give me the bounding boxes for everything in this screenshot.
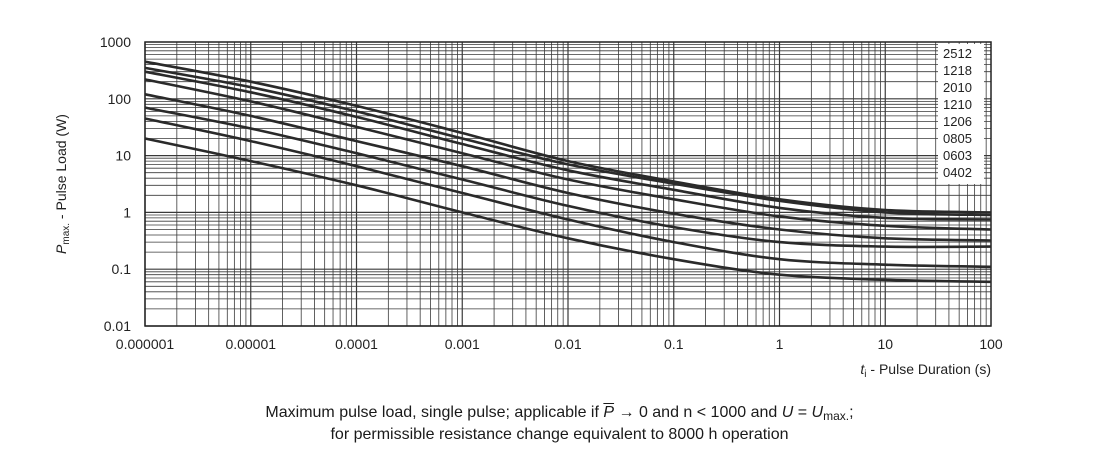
x-tick-label: 0.00001 (225, 336, 276, 352)
y-tick-label: 10 (115, 148, 131, 164)
caption-text-end: ; (849, 404, 854, 421)
x-tick-label: 1 (776, 336, 784, 352)
legend-item-2512: 2512 (943, 46, 972, 61)
x-axis-subscript: i (864, 369, 866, 380)
y-tick-label: 1000 (100, 34, 131, 50)
caption-text-mid: → 0 and n < 1000 and (614, 404, 782, 421)
legend-box (938, 44, 984, 184)
y-tick-label: 0.01 (104, 318, 131, 334)
legend-item-0402: 0402 (943, 165, 972, 180)
caption-u-symbol: U (781, 404, 794, 421)
series-line-2512 (144, 60, 992, 214)
legend: 2512 1218 2010 1210 1206 0805 0603 0402 (938, 44, 984, 184)
x-tick-label: 10 (877, 336, 893, 352)
series-line-1206 (144, 93, 992, 242)
y-axis-label-group: Pmax. - Pulse Load (W) (53, 114, 72, 254)
y-tick-label: 1 (123, 204, 131, 220)
caption-text-pre: Maximum pulse load, single pulse; applic… (265, 404, 604, 421)
x-axis-label: ti - Pulse Duration (s) (860, 361, 991, 380)
y-tick-label: 100 (108, 91, 132, 107)
y-axis-subscript: max. (61, 223, 72, 245)
caption-line-1: Maximum pulse load, single pulse; applic… (0, 404, 1119, 423)
x-tick-label: 0.01 (554, 336, 581, 352)
y-axis-symbol: P (53, 244, 69, 254)
caption-umax-symbol: U (811, 404, 824, 421)
x-tick-label: 0.001 (445, 336, 480, 352)
legend-item-1210: 1210 (943, 97, 972, 112)
series-line-0402 (144, 137, 992, 284)
x-tick-label: 0.0001 (335, 336, 378, 352)
series-line-2010 (144, 70, 992, 221)
series-line-1210 (144, 78, 992, 231)
y-tick-label: 0.1 (112, 261, 132, 277)
x-tick-label: 0.1 (664, 336, 684, 352)
series-lines (144, 60, 992, 284)
legend-item-2010: 2010 (943, 80, 972, 95)
legend-item-0805: 0805 (943, 131, 972, 146)
axis-labels: ti - Pulse Duration (s) Pmax. - Pulse Loa… (53, 114, 991, 380)
series-line-0805 (144, 106, 992, 249)
caption-pbar-symbol: P (603, 404, 615, 421)
series-line-1218 (144, 66, 992, 217)
y-axis-text: - Pulse Load (W) (53, 114, 69, 223)
series-line-0603 (144, 117, 992, 269)
caption-umax-subscript: max. (823, 409, 850, 423)
grid (144, 41, 992, 327)
caption-text-eq: = (793, 404, 812, 421)
y-axis-label: Pmax. - Pulse Load (W) (53, 114, 72, 254)
x-axis-text: - Pulse Duration (s) (867, 361, 991, 377)
legend-item-1218: 1218 (943, 63, 972, 78)
x-tick-label: 100 (979, 336, 1003, 352)
plot-frame (144, 41, 992, 327)
legend-item-1206: 1206 (943, 114, 972, 129)
caption-line-2: for permissible resistance change equiva… (330, 426, 789, 443)
x-tick-label: 0.000001 (116, 336, 175, 352)
legend-item-0603: 0603 (943, 148, 972, 163)
tick-labels: 0.000001 0.00001 0.0001 0.001 0.01 0.1 1 10 1000… (100, 34, 1003, 352)
x-axis-symbol: t (860, 361, 865, 377)
